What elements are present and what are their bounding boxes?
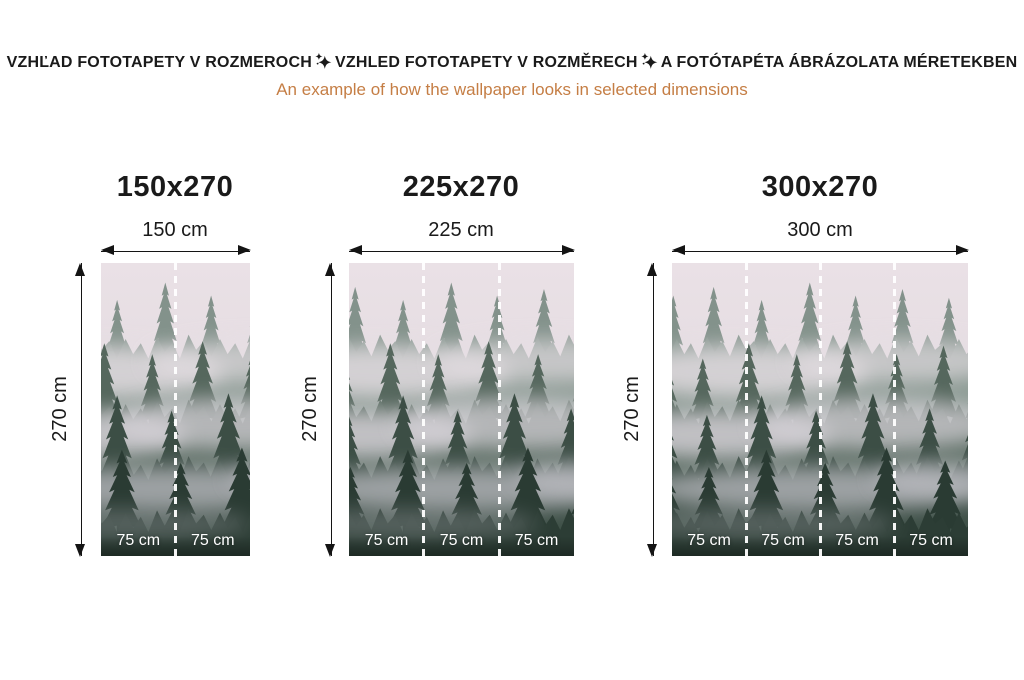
height-dimension-label: 270 cm — [621, 376, 643, 442]
panel-width-label: 75 cm — [439, 532, 484, 549]
width-dimension-label: 300 cm — [787, 219, 853, 241]
panel-width-label: 75 cm — [116, 532, 161, 549]
height-arrow — [75, 262, 86, 557]
size-title: 150x270 — [116, 171, 234, 203]
wallpaper-photo: 75 cm 75 cm — [101, 263, 250, 556]
size-title: 300x270 — [761, 171, 879, 203]
foggy-forest-photo — [349, 263, 574, 556]
heading-cz: VZHLED FOTOTAPETY V ROZMĚRECH — [334, 54, 638, 71]
panel-width-label: 75 cm — [909, 532, 953, 549]
page-header: VZHĽAD FOTOTAPETY V ROZMEROCH VZHLED FOTO… — [0, 51, 1024, 100]
subtitle: An example of how the wallpaper looks in… — [276, 80, 748, 99]
size-title: 225x270 — [402, 171, 520, 203]
multilingual-heading: VZHĽAD FOTOTAPETY V ROZMEROCH VZHLED FOTO… — [0, 51, 1024, 72]
height-dimension-label: 270 cm — [299, 376, 321, 442]
sparkle-icon — [641, 52, 658, 69]
panel-divider — [422, 263, 426, 556]
heading-hu: A FOTÓTAPÉTA ÁBRÁZOLATA MÉRETEKBEN — [660, 54, 1018, 71]
panel-divider — [497, 263, 501, 556]
width-dimension-label: 225 cm — [428, 219, 494, 241]
panel-divider — [174, 263, 177, 556]
panel-divider — [892, 263, 896, 556]
panel-width-label: 75 cm — [761, 532, 805, 549]
width-arrow — [100, 245, 251, 256]
panel-width-label: 75 cm — [364, 532, 409, 549]
sparkle-icon — [315, 52, 332, 69]
width-dimension-label: 150 cm — [142, 219, 208, 241]
panel-width-label: 75 cm — [687, 532, 731, 549]
height-arrow — [325, 262, 336, 557]
width-arrow — [348, 245, 575, 256]
wallpaper-photo: 75 cm 75 cm 75 cm — [349, 263, 574, 556]
width-arrow — [671, 245, 969, 256]
height-arrow — [647, 262, 658, 557]
height-dimension-label: 270 cm — [49, 376, 71, 442]
panel-divider — [744, 263, 748, 556]
panel-width-label: 75 cm — [514, 532, 559, 549]
wallpaper-photo: 75 cm 75 cm 75 cm 75 cm — [672, 263, 968, 556]
heading-sk: VZHĽAD FOTOTAPETY V ROZMEROCH — [6, 54, 312, 71]
panel-width-label: 75 cm — [835, 532, 879, 549]
panel-width-label: 75 cm — [190, 532, 235, 549]
panel-divider — [818, 263, 822, 556]
